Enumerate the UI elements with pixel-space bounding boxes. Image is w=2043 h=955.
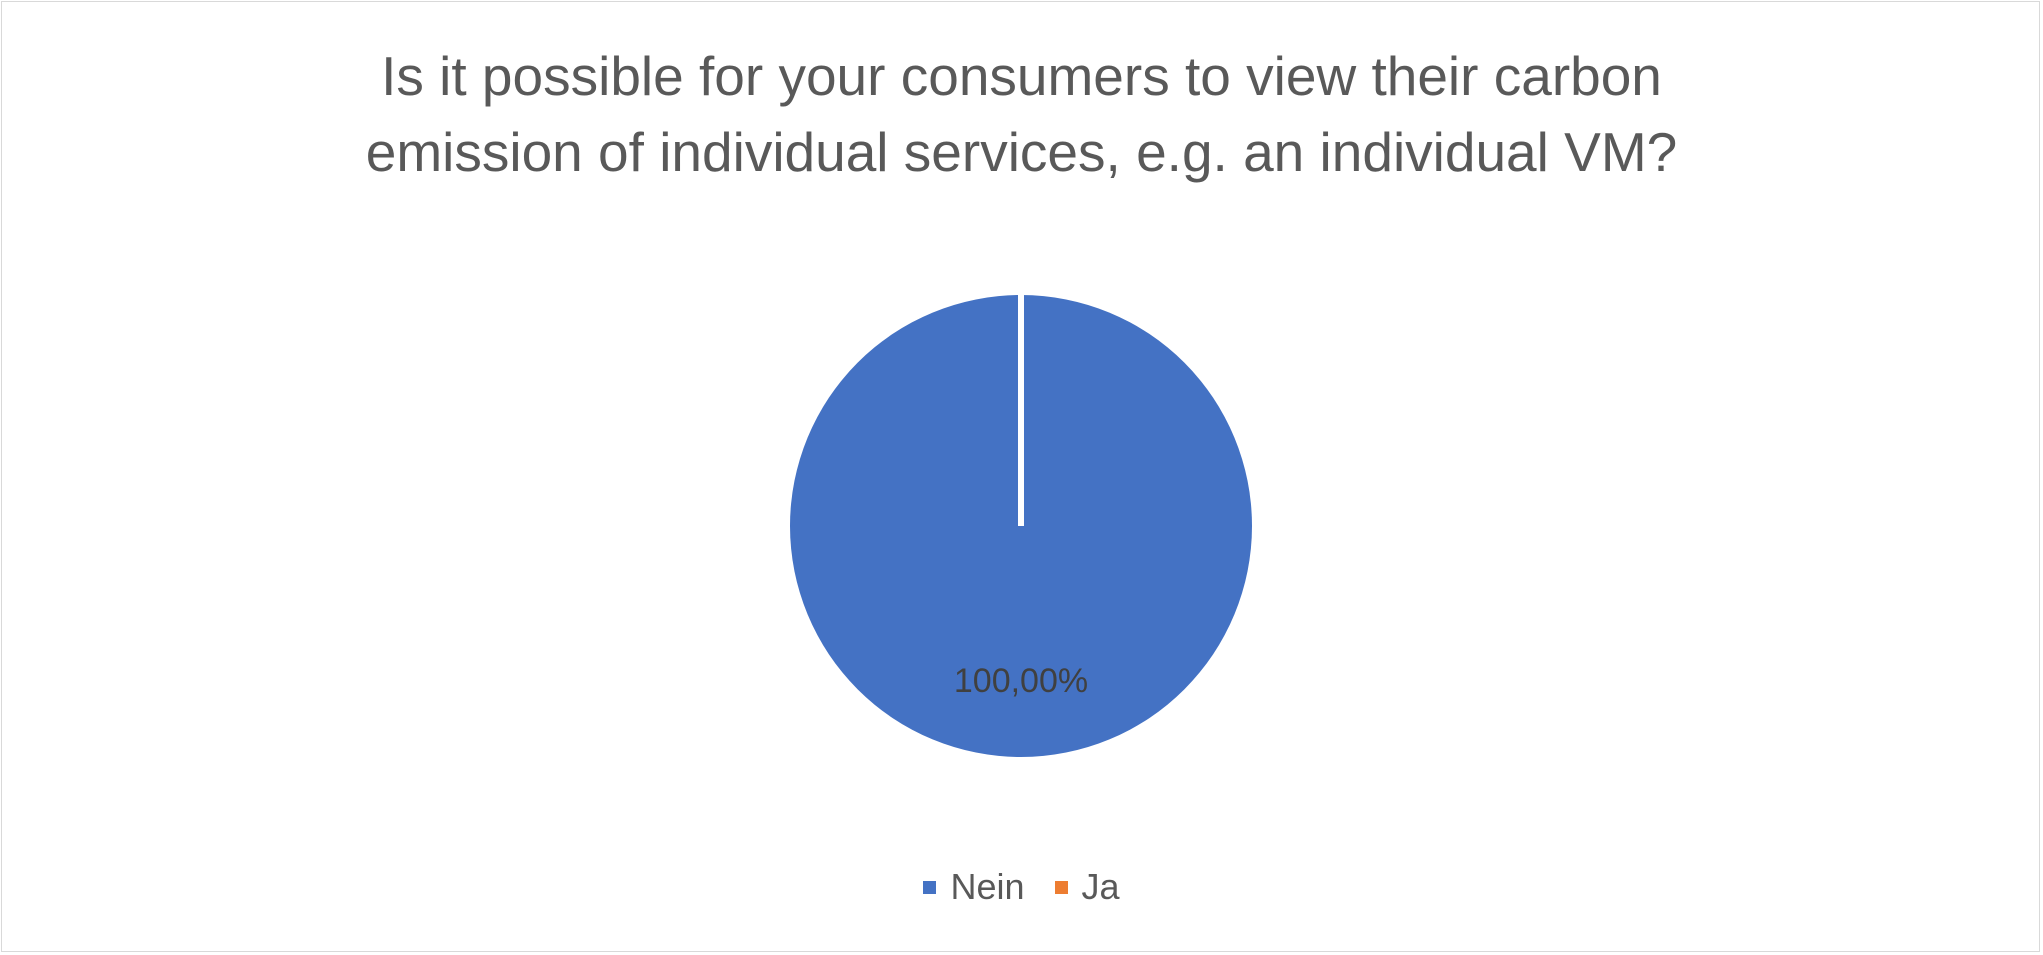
chart-title: Is it possible for your consumers to vie… (0, 38, 2043, 190)
legend-swatch-nein (923, 880, 937, 894)
legend-item-ja: Ja (1054, 862, 1120, 912)
legend-item-nein: Nein (923, 862, 1025, 912)
chart-title-line-2: emission of individual services, e.g. an… (365, 121, 1678, 183)
legend: Nein Ja (0, 862, 2043, 912)
chart-title-line-1: Is it possible for your consumers to vie… (381, 45, 1662, 107)
legend-label-ja: Ja (1081, 866, 1120, 907)
data-label-nein: 100,00% (954, 662, 1088, 700)
legend-label-nein: Nein (950, 866, 1025, 907)
legend-swatch-ja (1054, 880, 1068, 894)
